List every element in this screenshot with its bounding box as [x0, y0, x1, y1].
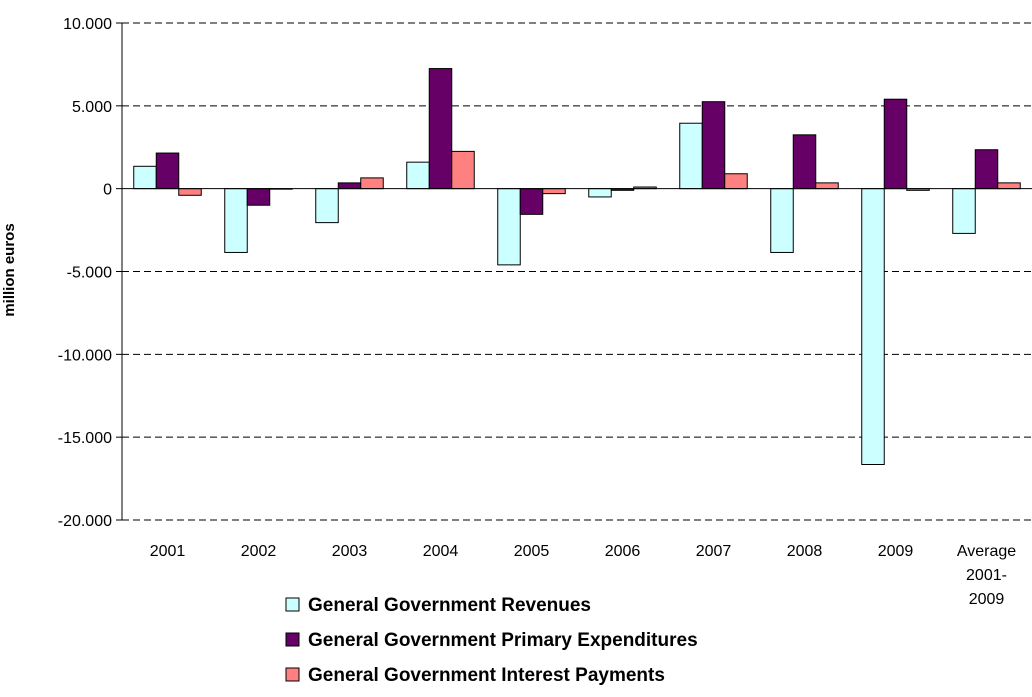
y-tick-label: 10.000	[63, 16, 112, 33]
bar	[770, 188, 794, 253]
bar	[497, 188, 521, 266]
bar	[724, 173, 748, 190]
bar	[246, 188, 271, 206]
x-tick-label: 2001-	[966, 567, 1007, 584]
bar	[792, 134, 817, 190]
x-tick-label: 2009	[969, 591, 1005, 608]
bar	[360, 177, 384, 190]
x-tick-label: 2007	[696, 543, 732, 560]
legend-label: General Government Interest Payments	[308, 665, 665, 686]
legend-swatch	[285, 597, 300, 612]
grid-lines	[116, 22, 1032, 521]
bars-group	[133, 68, 1021, 466]
legend-swatch	[285, 667, 300, 682]
bar	[178, 188, 202, 196]
bar	[861, 188, 885, 466]
x-tick-label: 2009	[878, 543, 914, 560]
bar	[952, 188, 976, 234]
y-tick-label: -20.000	[58, 513, 112, 530]
y-axis-label: million euros	[1, 223, 18, 316]
x-tick-labels: 2001 2002 2003 2004 2005 2006 2007 2008 2009 Aver…	[150, 543, 1017, 608]
legend: General Government Revenues General Gover…	[285, 595, 698, 686]
bar	[337, 182, 362, 190]
bar	[542, 188, 566, 195]
bar	[451, 150, 475, 190]
bar	[997, 182, 1021, 190]
bar	[815, 182, 839, 190]
bar	[155, 152, 180, 190]
y-tick-label: -15.000	[58, 430, 112, 447]
x-tick-label: Average	[957, 543, 1016, 560]
legend-label: General Government Revenues	[308, 595, 591, 616]
bar	[224, 188, 248, 253]
bar	[679, 122, 703, 190]
y-tick-label: 0	[103, 182, 112, 199]
legend-label: General Government Primary Expenditures	[308, 630, 698, 651]
y-tick-label: -5.000	[67, 265, 112, 282]
x-tick-label: 2004	[423, 543, 459, 560]
bar	[428, 68, 453, 190]
x-tick-label: 2008	[787, 543, 823, 560]
x-tick-label: 2003	[332, 543, 368, 560]
bar	[406, 161, 430, 190]
x-tick-label: 2002	[241, 543, 277, 560]
x-tick-label: 2005	[514, 543, 550, 560]
legend-swatch	[285, 632, 300, 647]
bar	[974, 149, 999, 190]
bar	[883, 98, 908, 190]
bar	[315, 188, 339, 224]
y-tick-label: 5.000	[72, 99, 112, 116]
x-tick-label: 2001	[150, 543, 186, 560]
bar	[588, 188, 612, 198]
bar	[519, 188, 544, 215]
bar	[701, 101, 726, 190]
x-tick-label: 2006	[605, 543, 641, 560]
bar	[133, 165, 157, 190]
y-tick-labels: 10.000 5.000 0 -5.000 -10.000 -15.000 -20.000	[58, 16, 112, 530]
y-tick-label: -10.000	[58, 347, 112, 364]
